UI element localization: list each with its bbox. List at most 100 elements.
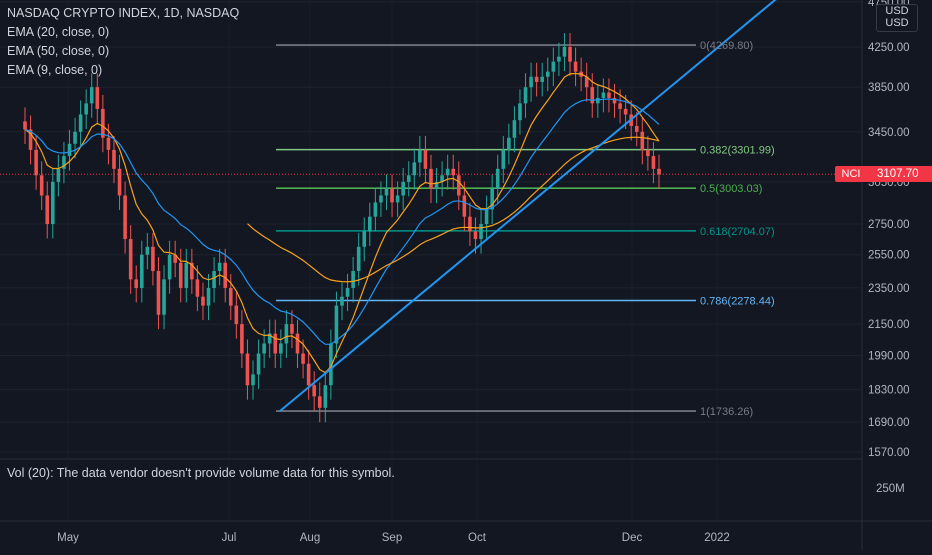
candle-body bbox=[256, 353, 261, 375]
candle-body bbox=[51, 181, 55, 225]
candle-body bbox=[484, 209, 489, 225]
candle-body bbox=[212, 270, 216, 288]
time-tick-label: 2022 bbox=[704, 532, 730, 544]
fib-level-label: 0.618(2704.07) bbox=[700, 226, 775, 238]
price-tick-label: 1690.00 bbox=[868, 417, 910, 429]
candle-body bbox=[206, 287, 211, 306]
candle-body bbox=[123, 195, 127, 240]
candle-body bbox=[540, 76, 545, 82]
candle-body bbox=[56, 168, 61, 182]
candle-body bbox=[406, 175, 411, 182]
candle-body bbox=[195, 279, 200, 297]
candle-body bbox=[267, 333, 272, 344]
fib-level-label: 0.5(3003.03) bbox=[700, 183, 762, 195]
candle-body bbox=[601, 92, 606, 98]
price-tick-label: 3850.00 bbox=[868, 82, 910, 94]
candle-body bbox=[73, 131, 77, 144]
candle-body bbox=[334, 305, 339, 344]
candle-body bbox=[451, 168, 456, 176]
candle-body bbox=[412, 162, 417, 176]
candle-body bbox=[329, 343, 333, 386]
candle-body bbox=[373, 202, 378, 217]
candle-body bbox=[590, 87, 595, 104]
candle-body bbox=[646, 149, 650, 157]
candle-body bbox=[562, 47, 567, 57]
candle-body bbox=[217, 262, 222, 271]
currency-button[interactable]: USD USD bbox=[876, 4, 918, 32]
candle-body bbox=[95, 87, 100, 109]
candle-body bbox=[384, 188, 389, 196]
candle-body bbox=[62, 156, 66, 169]
candle-body bbox=[429, 168, 433, 189]
chart-legend: NASDAQ CRYPTO INDEX, 1D, NASDAQ EMA (20,… bbox=[7, 4, 239, 80]
candle-body bbox=[67, 143, 72, 157]
price-tick-label: 4250.00 bbox=[868, 42, 910, 54]
candle-body bbox=[401, 181, 405, 196]
trendline-line[interactable] bbox=[279, 0, 778, 412]
indicator-ema9[interactable]: EMA (9, close, 0) bbox=[7, 63, 103, 77]
ema50-line[interactable] bbox=[247, 136, 660, 283]
candle-body bbox=[28, 129, 33, 150]
candle-body bbox=[234, 305, 239, 325]
candle-body bbox=[495, 168, 500, 189]
price-tick-label: 3450.00 bbox=[868, 127, 910, 139]
fib-level-label: 0.786(2278.44) bbox=[700, 296, 775, 308]
candle-body bbox=[317, 396, 322, 408]
candle-body bbox=[301, 353, 305, 364]
price-tick-label: 1990.00 bbox=[868, 351, 910, 363]
fib-retracement bbox=[0, 44, 862, 412]
candle-body bbox=[551, 61, 556, 72]
time-tick-label: May bbox=[57, 532, 79, 544]
candle-body bbox=[418, 149, 422, 163]
candle-body bbox=[245, 353, 250, 386]
candle-body bbox=[518, 103, 522, 121]
candle-body bbox=[323, 385, 328, 408]
price-tick-label: 2550.00 bbox=[868, 250, 910, 262]
candle-body bbox=[34, 149, 38, 176]
candle-body bbox=[101, 108, 105, 138]
indicator-ema20[interactable]: EMA (20, close, 0) bbox=[7, 25, 110, 39]
candle-body bbox=[112, 149, 116, 169]
fib-level-label: 0.382(3301.99) bbox=[700, 145, 775, 157]
candle-body bbox=[545, 71, 550, 77]
fib-level-label: 1(1736.26) bbox=[700, 406, 753, 418]
candle-body bbox=[134, 279, 139, 288]
candle-body bbox=[251, 374, 255, 386]
candle-body bbox=[584, 76, 589, 88]
candle-body bbox=[273, 333, 278, 354]
candle-body bbox=[178, 262, 183, 288]
candle-body bbox=[512, 120, 517, 138]
last-price-value: 3107.70 bbox=[867, 166, 932, 183]
candle-body bbox=[368, 216, 372, 232]
candle-body bbox=[312, 385, 316, 397]
ema20-line[interactable] bbox=[24, 98, 660, 345]
candle-body bbox=[362, 231, 367, 247]
candle-body bbox=[184, 262, 189, 288]
candle-body bbox=[468, 216, 472, 232]
candle-body bbox=[523, 87, 528, 104]
candle-body bbox=[379, 195, 383, 203]
price-tick-label: 1830.00 bbox=[868, 385, 910, 397]
candle-body bbox=[651, 156, 656, 169]
candle-body bbox=[529, 76, 533, 88]
candle-body bbox=[262, 343, 266, 354]
candle-body bbox=[623, 108, 628, 115]
symbol-title[interactable]: NASDAQ CRYPTO INDEX, 1D, NASDAQ bbox=[7, 6, 240, 20]
candle-body bbox=[340, 296, 344, 306]
candle-body bbox=[23, 121, 27, 130]
candle-body bbox=[507, 137, 511, 150]
candle-body bbox=[501, 149, 506, 169]
candle-body bbox=[290, 324, 294, 334]
candle-body bbox=[657, 168, 661, 175]
candle-body bbox=[607, 92, 611, 98]
candle-body bbox=[351, 270, 355, 288]
fib-level-label: 0(4269.80) bbox=[700, 40, 753, 52]
candle-body bbox=[128, 239, 133, 280]
candle-body bbox=[423, 149, 428, 169]
ema9-line[interactable] bbox=[24, 72, 660, 374]
indicator-ema50[interactable]: EMA (50, close, 0) bbox=[7, 44, 110, 58]
time-tick-label: Oct bbox=[468, 532, 487, 544]
